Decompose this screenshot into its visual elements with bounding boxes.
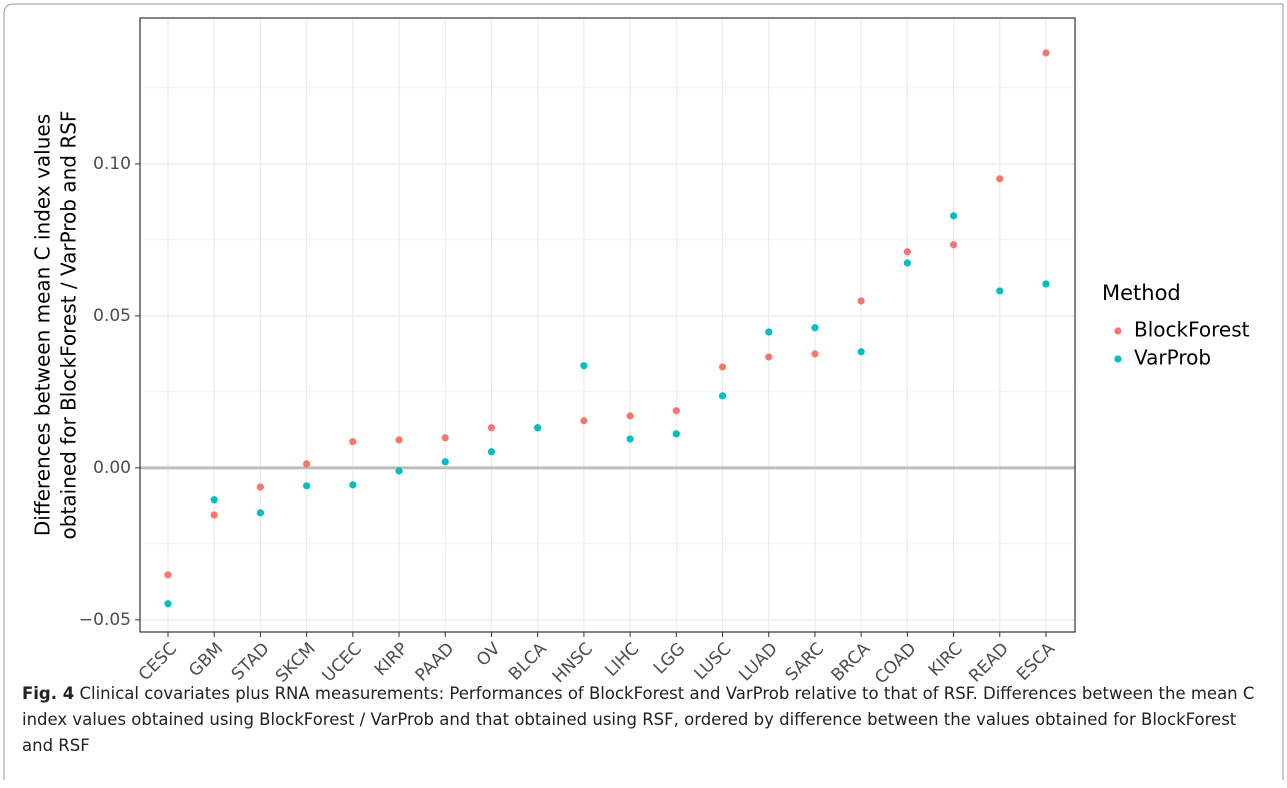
legend-label: BlockForest	[1134, 318, 1250, 342]
caption-text: Clinical covariates plus RNA measurement…	[22, 684, 1255, 755]
x-tick-label: SARC	[782, 639, 828, 685]
panel-border	[139, 17, 1076, 633]
y-tick-label: 0.05	[93, 306, 131, 326]
point	[164, 571, 172, 579]
x-tick-label: LUAD	[735, 639, 782, 686]
legend-marker	[1114, 327, 1122, 335]
y-tick-label: −0.05	[79, 610, 131, 630]
point	[903, 248, 911, 256]
point	[303, 482, 311, 490]
point	[765, 353, 773, 361]
point	[349, 438, 357, 446]
point	[949, 212, 958, 220]
point	[811, 350, 819, 358]
frame	[3, 3, 1284, 780]
x-tick-label: LGG	[650, 639, 689, 678]
panel	[140, 18, 1075, 632]
legend-marker	[1114, 355, 1122, 363]
point	[256, 483, 265, 491]
point	[534, 424, 542, 432]
x-tick-label: GBM	[185, 639, 227, 681]
point	[857, 348, 865, 356]
point	[210, 496, 218, 504]
point	[1042, 49, 1050, 57]
y-tick-label: 0.00	[93, 458, 131, 478]
x-tick-label: BLCA	[505, 639, 551, 685]
point	[626, 412, 634, 420]
point	[672, 430, 680, 438]
x-tick-label: READ	[965, 639, 1013, 687]
x-tick-label: CESC	[135, 639, 181, 685]
point	[441, 458, 449, 466]
point	[949, 241, 958, 249]
point	[580, 417, 588, 425]
point	[210, 511, 218, 519]
point	[441, 434, 449, 442]
caption: Fig. 4 Clinical covariates plus RNA meas…	[22, 681, 1272, 759]
point	[395, 436, 403, 444]
point	[1042, 280, 1050, 288]
point	[395, 467, 403, 475]
point	[256, 509, 265, 517]
point	[626, 435, 634, 443]
y-axis-label: Differences between mean C index values	[31, 114, 55, 536]
x-tick-label: LIHC	[601, 639, 643, 681]
x-tick-label: ESCA	[1013, 639, 1059, 685]
point	[811, 324, 819, 332]
point	[857, 297, 865, 305]
point	[487, 448, 496, 456]
x-tick-label: LUSC	[691, 639, 736, 684]
point	[672, 407, 680, 415]
legend-label: VarProb	[1134, 346, 1211, 370]
point	[349, 481, 357, 489]
point	[765, 328, 773, 336]
x-tick-label: STAD	[228, 639, 274, 685]
caption-label: Fig. 4	[22, 684, 75, 703]
point	[718, 363, 727, 371]
x-tick-label: HNSC	[549, 639, 597, 687]
point	[487, 424, 496, 432]
point	[996, 175, 1004, 183]
legend-title: Method	[1102, 281, 1181, 305]
point	[303, 460, 311, 468]
x-tick-label: BRCA	[827, 639, 874, 686]
x-tick-label: SKCM	[272, 639, 320, 687]
y-axis-label: obtained for BlockForest / VarProb and R…	[57, 111, 81, 540]
x-tick-label: KIRC	[925, 639, 967, 681]
point	[164, 600, 172, 608]
x-tick-label: KIRP	[371, 639, 412, 680]
point	[718, 392, 727, 400]
point	[580, 362, 588, 370]
y-tick-label: 0.10	[93, 154, 131, 174]
x-tick-label: OV	[473, 639, 505, 671]
x-tick-label: PAAD	[412, 639, 459, 686]
point	[996, 287, 1004, 295]
x-tick-label: UCEC	[319, 639, 366, 686]
point	[903, 259, 911, 267]
